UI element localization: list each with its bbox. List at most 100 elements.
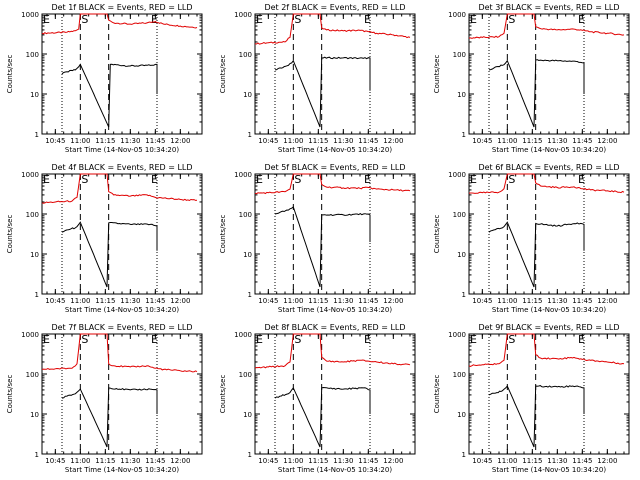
x-tick-label: 12:00: [597, 137, 617, 145]
x-tick-label: 11:00: [70, 137, 90, 145]
chart-panel: Det 3f BLACK = Events, RED = LLD 1 10 100 10…: [433, 3, 630, 154]
event-annotation: E: [256, 333, 263, 346]
y-axis-label: Counts/sec: [433, 375, 441, 414]
x-tick-label: 11:15: [308, 297, 328, 305]
y-tick-label: 10: [243, 411, 252, 419]
x-tick-label: 11:00: [497, 297, 517, 305]
x-tick-label: 11:00: [283, 137, 303, 145]
lld-series-line: [468, 13, 625, 39]
x-tick-label: 11:15: [522, 297, 542, 305]
x-tick-label: 11:45: [572, 137, 592, 145]
x-tick-label: 12:00: [170, 137, 190, 145]
x-tick-label: 12:00: [170, 457, 190, 465]
event-annotation: E: [256, 173, 263, 186]
events-series-line: [61, 221, 158, 288]
y-tick-label: 1000: [21, 11, 39, 19]
y-tick-label: 100: [26, 371, 39, 379]
x-tick-label: 10:45: [472, 297, 492, 305]
x-tick-label: 11:00: [70, 457, 90, 465]
y-tick-label: 10: [243, 91, 252, 99]
event-annotation: E: [470, 13, 477, 26]
y-tick-label: 1: [248, 131, 252, 139]
y-tick-label: 1: [248, 291, 252, 299]
lld-series-line: [41, 333, 198, 373]
y-tick-label: 100: [453, 51, 466, 59]
x-tick-label: 11:30: [120, 457, 140, 465]
x-tick-label: 11:15: [308, 137, 328, 145]
y-tick-label: 1000: [234, 11, 252, 19]
y-tick-label: 100: [239, 371, 252, 379]
x-tick-label: 11:30: [333, 137, 353, 145]
event-annotation: E: [364, 333, 371, 346]
event-annotation: E: [43, 173, 50, 186]
x-tick-label: 11:15: [95, 457, 115, 465]
x-tick-label: 11:30: [547, 457, 567, 465]
y-tick-label: 1000: [448, 171, 466, 179]
x-tick-label: 12:00: [597, 457, 617, 465]
x-tick-label: 12:00: [597, 297, 617, 305]
y-tick-label: 10: [30, 91, 39, 99]
lld-series-line: [254, 13, 411, 45]
events-series-line: [274, 206, 371, 288]
y-axis-label: Counts/sec: [219, 55, 227, 94]
y-tick-label: 10: [30, 411, 39, 419]
event-annotation: E: [364, 173, 371, 186]
plot-frame: [468, 13, 630, 135]
x-tick-label: 12:00: [170, 297, 190, 305]
event-annotation: S: [81, 13, 88, 26]
event-annotation: E: [578, 333, 585, 346]
x-tick-label: 10:45: [45, 297, 65, 305]
y-tick-label: 10: [457, 411, 466, 419]
y-tick-label: 100: [453, 371, 466, 379]
y-axis-label: Counts/sec: [219, 215, 227, 254]
x-tick-label: 11:15: [522, 137, 542, 145]
x-tick-label: 11:15: [95, 297, 115, 305]
y-tick-label: 1: [35, 131, 39, 139]
chart-title: Det 8f BLACK = Events, RED = LLD: [264, 323, 405, 332]
plot-frame: [41, 333, 203, 455]
x-axis-label: Start Time (14-Nov-05 10:34:20): [65, 466, 179, 474]
x-tick-label: 10:45: [258, 457, 278, 465]
events-series-line: [488, 221, 585, 288]
event-annotation: S: [81, 333, 88, 346]
y-tick-label: 1: [248, 451, 252, 459]
x-tick-label: 11:15: [522, 457, 542, 465]
x-tick-label: 11:45: [145, 297, 165, 305]
chart-panel: Det 1f BLACK = Events, RED = LLD 1 10 100 10…: [6, 3, 203, 154]
y-axis-label: Counts/sec: [6, 55, 14, 94]
events-series-line: [488, 59, 585, 128]
y-tick-label: 100: [26, 51, 39, 59]
chart-title: Det 2f BLACK = Events, RED = LLD: [264, 3, 405, 12]
event-annotation: E: [151, 173, 158, 186]
event-annotation: S: [81, 173, 88, 186]
x-tick-label: 11:45: [358, 297, 378, 305]
plot-frame: [254, 333, 416, 455]
event-annotation: E: [256, 13, 263, 26]
chart-panel: Det 8f BLACK = Events, RED = LLD 1 10 100 10…: [219, 323, 416, 474]
y-tick-label: 100: [239, 51, 252, 59]
x-tick-label: 11:15: [95, 137, 115, 145]
lld-series-line: [468, 173, 625, 194]
x-tick-label: 11:00: [283, 297, 303, 305]
y-tick-label: 1000: [448, 331, 466, 339]
chart-panel: Det 9f BLACK = Events, RED = LLD 1 10 100 10…: [433, 323, 630, 474]
x-tick-label: 11:00: [70, 297, 90, 305]
plot-frame: [41, 173, 203, 295]
y-tick-label: 1000: [21, 331, 39, 339]
x-tick-label: 10:45: [258, 137, 278, 145]
x-tick-label: 10:45: [472, 457, 492, 465]
x-axis-label: Start Time (14-Nov-05 10:34:20): [65, 306, 179, 314]
chart-title: Det 4f BLACK = Events, RED = LLD: [51, 163, 192, 172]
y-tick-label: 100: [26, 211, 39, 219]
lld-series-line: [468, 333, 625, 367]
x-tick-label: 11:45: [572, 457, 592, 465]
event-annotation: S: [294, 173, 301, 186]
x-tick-label: 11:30: [120, 137, 140, 145]
x-tick-label: 11:00: [497, 457, 517, 465]
event-annotation: E: [43, 13, 50, 26]
event-annotation: E: [43, 333, 50, 346]
events-series-line: [61, 387, 158, 448]
x-tick-label: 12:00: [383, 457, 403, 465]
chart-panel: Det 5f BLACK = Events, RED = LLD 1 10 100 10…: [219, 163, 416, 314]
event-annotation: S: [508, 173, 515, 186]
